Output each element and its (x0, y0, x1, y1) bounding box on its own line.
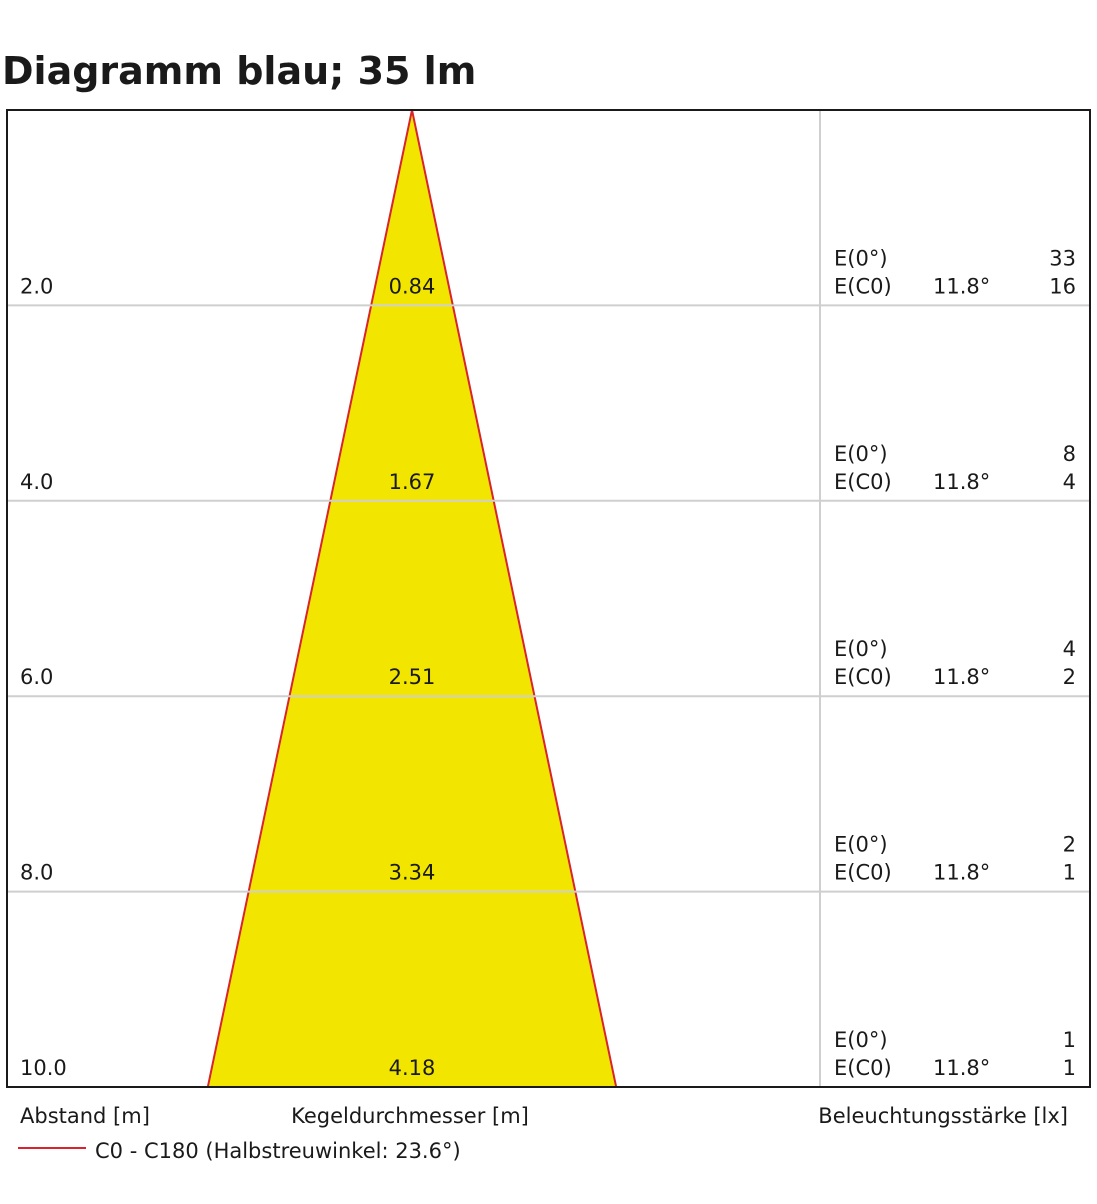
distance-label: 4.0 (20, 470, 53, 494)
ec0-value: 1 (1063, 861, 1076, 885)
e-axis-label: Beleuchtungsstärke [lx] (818, 1104, 1068, 1128)
ec0-value: 2 (1063, 665, 1076, 689)
ec0-value: 16 (1049, 274, 1076, 298)
e0-value: 8 (1063, 442, 1076, 466)
angle-label: 11.8° (933, 1056, 990, 1080)
ec0-label: E(C0) (834, 861, 892, 885)
e0-value: 33 (1049, 246, 1076, 270)
ec0-label: E(C0) (834, 1056, 892, 1080)
e0-value: 2 (1063, 833, 1076, 857)
distance-label: 2.0 (20, 274, 53, 298)
diameter-label: 1.67 (389, 470, 436, 494)
angle-label: 11.8° (933, 470, 990, 494)
x-axis-label: Kegeldurchmesser [m] (291, 1104, 529, 1128)
e0-label: E(0°) (834, 246, 888, 270)
e0-label: E(0°) (834, 442, 888, 466)
angle-label: 11.8° (933, 861, 990, 885)
distance-label: 10.0 (20, 1056, 67, 1080)
y-axis-label: Abstand [m] (20, 1104, 150, 1128)
legend-label: C0 - C180 (Halbstreuwinkel: 23.6°) (95, 1139, 461, 1163)
diameter-label: 2.51 (389, 665, 436, 689)
diameter-label: 3.34 (389, 861, 436, 885)
distance-label: 8.0 (20, 861, 53, 885)
ec0-label: E(C0) (834, 470, 892, 494)
ec0-value: 1 (1063, 1056, 1076, 1080)
diameter-label: 0.84 (389, 274, 436, 298)
distance-label: 6.0 (20, 665, 53, 689)
e0-label: E(0°) (834, 637, 888, 661)
e0-value: 1 (1063, 1028, 1076, 1052)
chart-title: Diagramm blau; 35 lm (2, 49, 476, 93)
angle-label: 11.8° (933, 274, 990, 298)
e0-label: E(0°) (834, 1028, 888, 1052)
frame (6, 109, 1091, 1088)
ec0-label: E(C0) (834, 665, 892, 689)
ec0-label: E(C0) (834, 274, 892, 298)
light-cone (206, 109, 618, 1088)
e0-label: E(0°) (834, 833, 888, 857)
e0-value: 4 (1063, 637, 1076, 661)
diameter-label: 4.18 (389, 1056, 436, 1080)
ec0-value: 4 (1063, 470, 1076, 494)
angle-label: 11.8° (933, 665, 990, 689)
